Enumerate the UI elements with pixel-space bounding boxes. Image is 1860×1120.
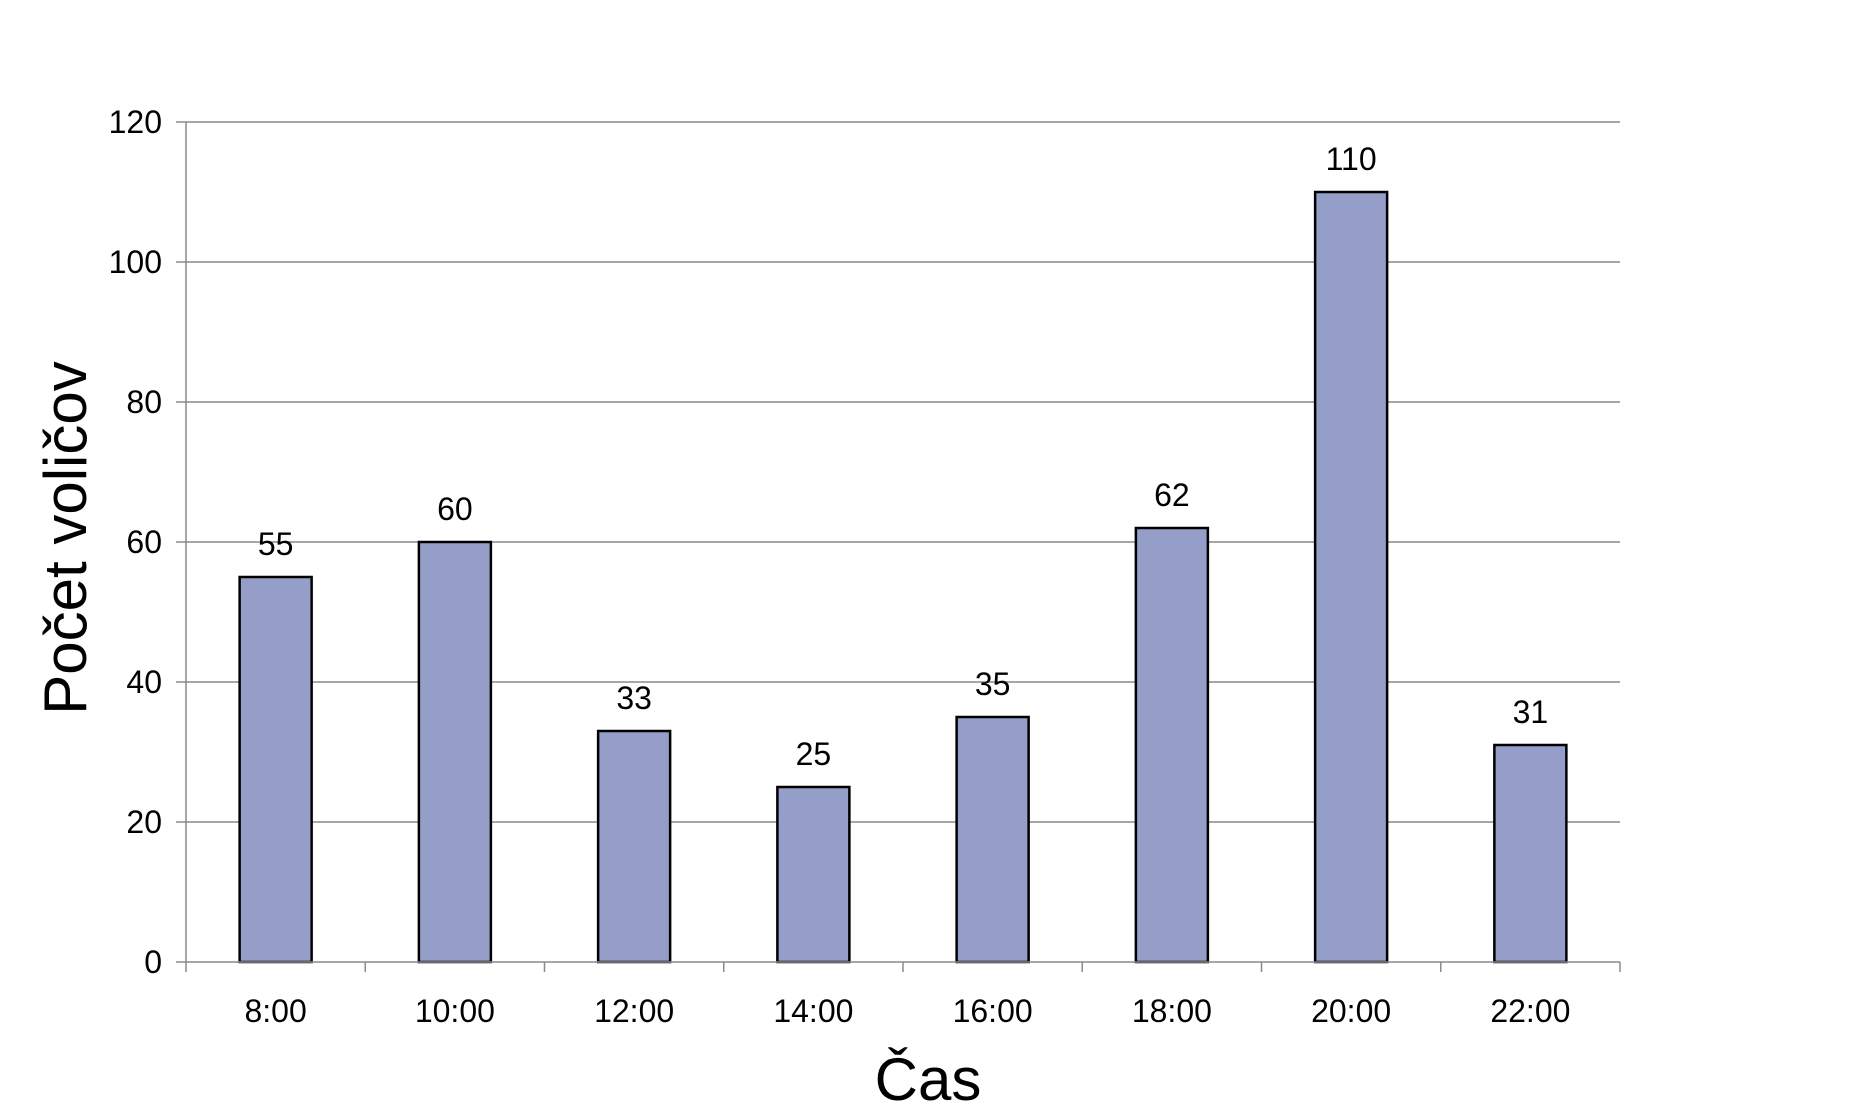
y-tick-label: 120 xyxy=(109,104,162,140)
data-label: 60 xyxy=(437,491,473,527)
bar xyxy=(596,729,672,964)
bar xyxy=(238,575,313,964)
x-tick-label: 14:00 xyxy=(773,993,853,1029)
data-label: 35 xyxy=(975,666,1011,702)
data-label: 33 xyxy=(616,680,652,716)
x-axis-title: Čas xyxy=(875,1046,982,1113)
y-tick-label: 40 xyxy=(126,664,162,700)
bar xyxy=(776,785,851,964)
data-label: 55 xyxy=(258,526,294,562)
y-tick-label: 100 xyxy=(109,244,162,280)
bar xyxy=(417,540,493,964)
gridlines xyxy=(186,121,1620,823)
y-tick-label: 60 xyxy=(126,524,162,560)
data-label: 62 xyxy=(1154,477,1190,513)
bars xyxy=(238,190,1568,964)
data-label: 110 xyxy=(1326,141,1377,177)
x-tick-label: 16:00 xyxy=(953,993,1033,1029)
y-tick-labels: 0 20 40 60 80 100 120 xyxy=(109,104,162,980)
x-tick-label: 10:00 xyxy=(415,993,495,1029)
data-label: 25 xyxy=(796,736,832,772)
data-labels: 55 60 33 25 35 62 110 31 xyxy=(258,141,1548,772)
bar xyxy=(1493,743,1568,964)
y-axis-title: Počet voličov xyxy=(32,361,99,715)
axes xyxy=(176,121,1621,972)
x-tick-label: 22:00 xyxy=(1490,993,1570,1029)
x-tick-label: 18:00 xyxy=(1132,993,1212,1029)
data-label: 31 xyxy=(1513,694,1549,730)
y-tick-label: 20 xyxy=(126,804,162,840)
y-tick-label: 80 xyxy=(126,384,162,420)
x-tick-labels: 8:00 10:00 12:00 14:00 16:00 18:00 20:00 22:00 xyxy=(244,993,1570,1029)
x-tick-label: 20:00 xyxy=(1311,993,1391,1029)
bar xyxy=(1313,190,1389,964)
bar xyxy=(955,715,1030,964)
x-tick-label: 12:00 xyxy=(594,993,674,1029)
y-tick-label: 0 xyxy=(144,944,162,980)
bar xyxy=(1134,526,1210,964)
x-tick-label: 8:00 xyxy=(244,993,306,1029)
